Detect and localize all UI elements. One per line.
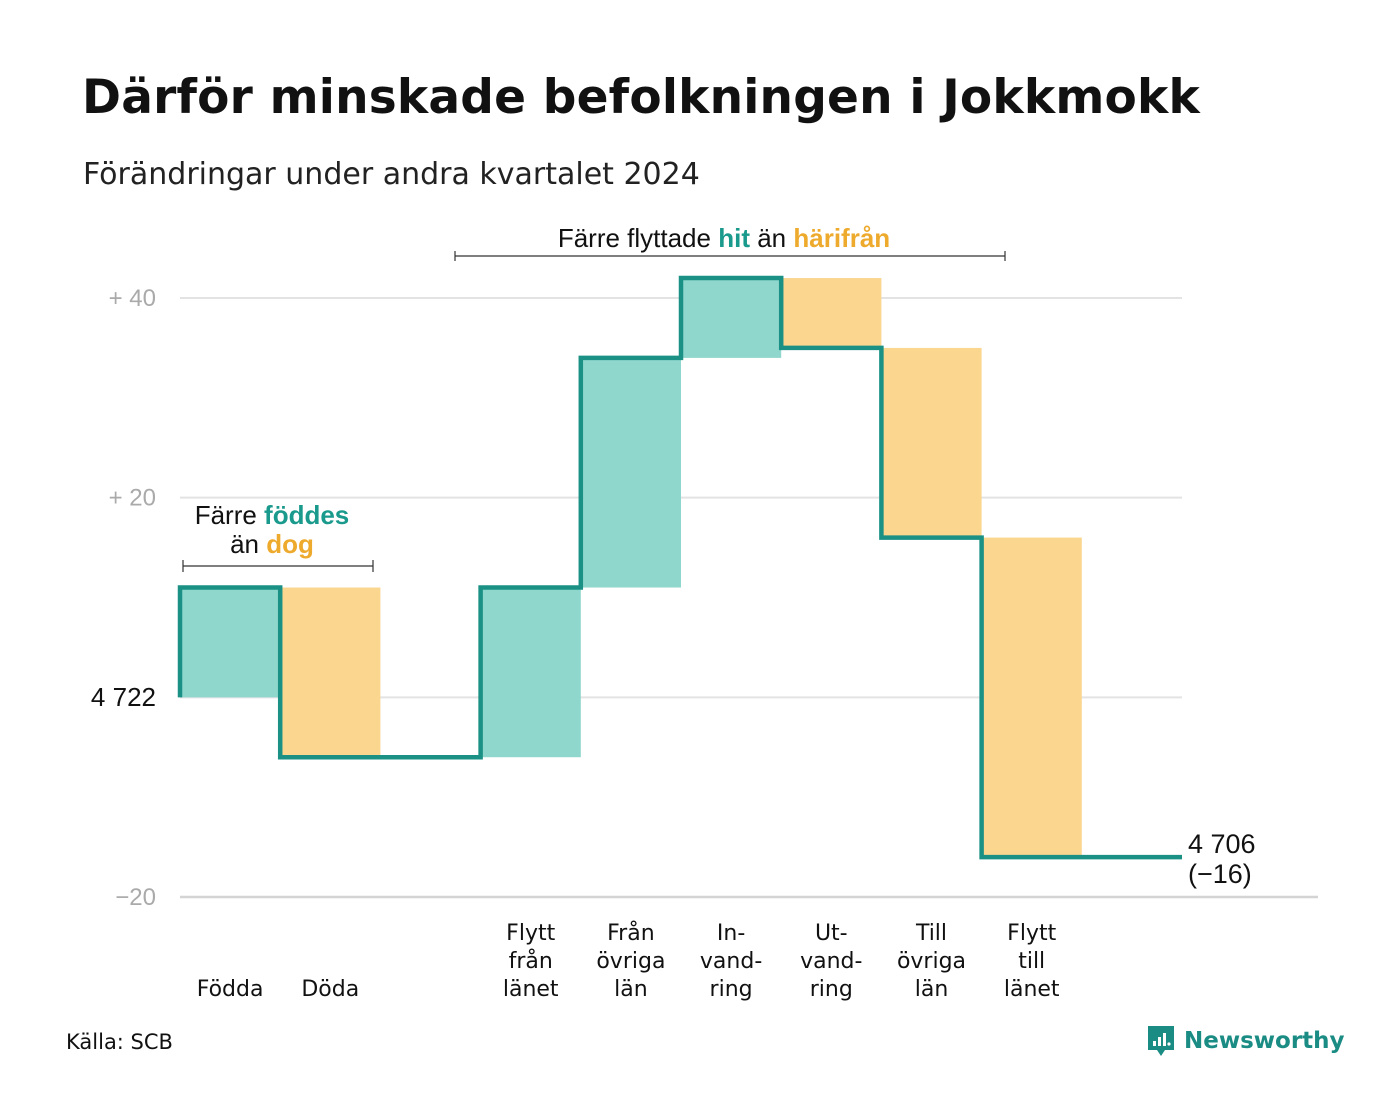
moves-annotation-highlight-away: härifrån xyxy=(793,223,890,253)
x-category-label: ring xyxy=(710,977,753,1002)
brand-name: Newsworthy xyxy=(1184,1028,1345,1054)
x-category-label: länet xyxy=(503,977,559,1002)
y-tick-label: + 20 xyxy=(109,485,156,512)
births-annotation: Färre föddes än dog xyxy=(182,500,374,572)
x-category-label: vand- xyxy=(800,949,862,974)
waterfall-chart: + 40+ 20−20 Födda DödaFlyttfrånlänetFrånö… xyxy=(91,223,1318,1002)
moves-annotation-pre: Färre flyttade xyxy=(558,223,718,253)
waterfall-bar xyxy=(781,278,882,348)
waterfall-bar xyxy=(480,587,581,758)
y-tick-label: −20 xyxy=(115,884,156,911)
x-category-label: Ut- xyxy=(815,921,848,946)
end-change-label: (−16) xyxy=(1188,859,1252,889)
newsworthy-logo-icon xyxy=(1148,1026,1174,1056)
x-category-label: till xyxy=(1018,949,1045,974)
x-category-label: från xyxy=(509,948,553,974)
x-category-label: In- xyxy=(717,921,745,946)
start-value-label: 4 722 xyxy=(91,682,156,712)
births-annotation-pre: Färre xyxy=(195,500,264,530)
bars xyxy=(180,278,1082,858)
waterfall-bar xyxy=(881,347,982,538)
svg-text:än dog: än dog xyxy=(230,529,314,559)
waterfall-bar xyxy=(981,537,1082,858)
waterfall-bar xyxy=(280,587,381,758)
births-annotation-mid: än xyxy=(230,529,266,559)
brand-logo[interactable]: Newsworthy xyxy=(1146,1024,1345,1058)
svg-text:Färre flyttade hit än härifrån: Färre flyttade hit än härifrån xyxy=(558,223,890,253)
moves-annotation-highlight-here: hit xyxy=(718,223,750,253)
births-annotation-highlight-born: föddes xyxy=(264,500,349,530)
waterfall-bar xyxy=(180,587,281,698)
waterfall-bar xyxy=(681,278,782,358)
x-category-label: länet xyxy=(1004,977,1060,1002)
cumulative-step-line xyxy=(177,275,1182,860)
x-category-label: Flytt xyxy=(1007,921,1056,946)
x-category-label: Från xyxy=(607,920,655,946)
moves-annotation: Färre flyttade hit än härifrån xyxy=(454,223,1006,261)
x-category-label: Flytt xyxy=(506,921,555,946)
x-category-label: övriga xyxy=(596,949,665,974)
end-value-label: 4 706 xyxy=(1188,829,1256,859)
x-category-label: övriga xyxy=(897,949,966,974)
x-category-label: vand- xyxy=(700,949,762,974)
x-axis-category-labels: Födda DödaFlyttfrånlänetFrånövrigalänIn-v… xyxy=(197,920,1060,1002)
chart-title: Därför minskade befolkningen i Jokkmokk xyxy=(82,70,1200,125)
births-annotation-highlight-died: dog xyxy=(266,529,314,559)
chart-subtitle: Förändringar under andra kvartalet 2024 xyxy=(83,157,700,192)
y-axis-ticks: + 40 + 20 −20 xyxy=(109,285,156,911)
x-category-label: ring xyxy=(810,977,853,1002)
svg-text:Färre föddes: Färre föddes xyxy=(195,500,350,530)
x-category-label: Döda xyxy=(301,977,359,1002)
y-tick-label: + 40 xyxy=(109,285,156,312)
x-category-label: Födda xyxy=(197,977,264,1002)
x-category-label: län xyxy=(915,977,949,1002)
x-category-label: län xyxy=(614,977,648,1002)
x-category-label: Till xyxy=(915,921,947,946)
moves-annotation-mid: än xyxy=(750,223,793,253)
source-note: Källa: SCB xyxy=(66,1030,173,1054)
waterfall-bar xyxy=(580,357,681,588)
